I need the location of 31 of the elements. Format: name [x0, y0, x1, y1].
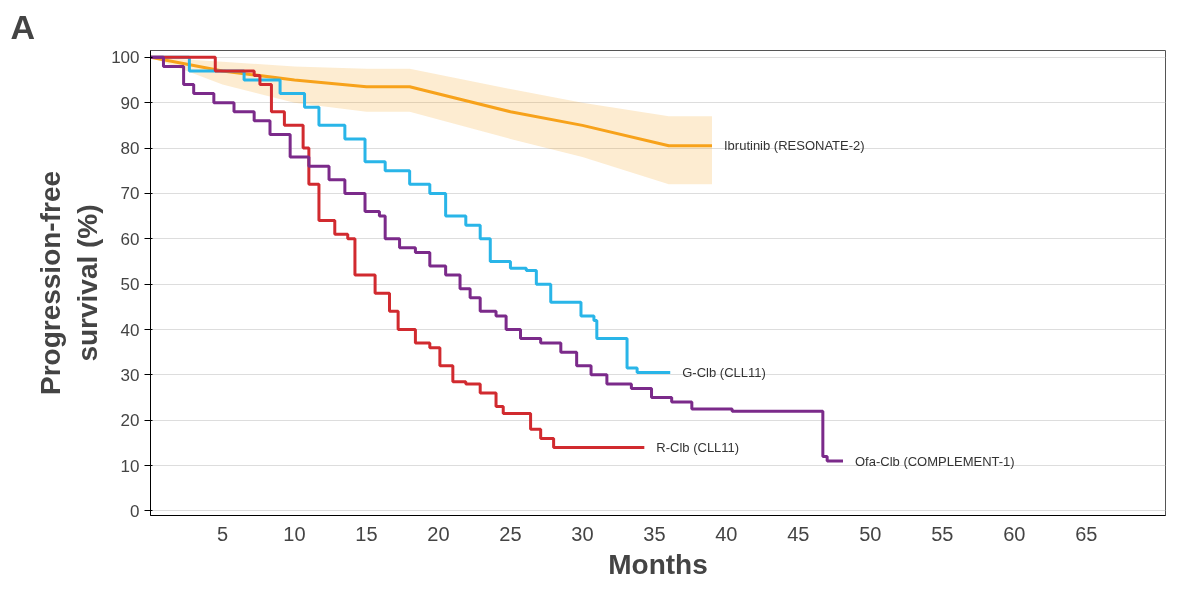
x-tick-label: 45 — [787, 522, 810, 545]
y-tick-label: 70 — [120, 184, 140, 204]
y-tick-label: 60 — [120, 229, 140, 249]
x-tick-label: 35 — [643, 522, 666, 545]
x-tick-label: 60 — [1003, 522, 1026, 545]
series-label: Ibrutinib (RESONATE-2) — [723, 138, 865, 154]
y-tick-label: 20 — [120, 411, 140, 431]
y-tick-label: 80 — [120, 139, 140, 159]
y-tick-label: 50 — [120, 275, 140, 295]
y-axis-title: Progression-free survival (%) — [34, 170, 104, 396]
x-tick-label: 5 — [216, 522, 229, 545]
x-tick-label: 20 — [427, 522, 450, 545]
series-label: R-Clb (CLL11) — [656, 439, 740, 455]
y-tick-label: 0 — [130, 501, 140, 521]
x-tick-label: 65 — [1075, 522, 1098, 545]
x-tick-label: 25 — [499, 522, 522, 545]
x-tick-label: 55 — [931, 522, 954, 545]
x-tick-label: 15 — [355, 522, 378, 545]
x-tick-label: 40 — [715, 522, 738, 545]
x-axis-title: Months — [608, 548, 708, 580]
series-label: Ofa-Clb (COMPLEMENT-1) — [855, 453, 1015, 469]
y-tick-label: 100 — [111, 48, 140, 68]
y-tick-label: 30 — [120, 365, 140, 385]
chart-title: A — [10, 7, 36, 46]
y-tick-label: 10 — [120, 456, 140, 476]
x-tick-label: 10 — [283, 522, 306, 545]
y-tick-label: 90 — [120, 93, 140, 113]
y-tick-label: 40 — [120, 320, 140, 340]
series-label: G-Clb (CLL11) — [682, 365, 766, 381]
x-tick-label: 30 — [571, 522, 594, 545]
x-tick-label: 50 — [859, 522, 882, 545]
